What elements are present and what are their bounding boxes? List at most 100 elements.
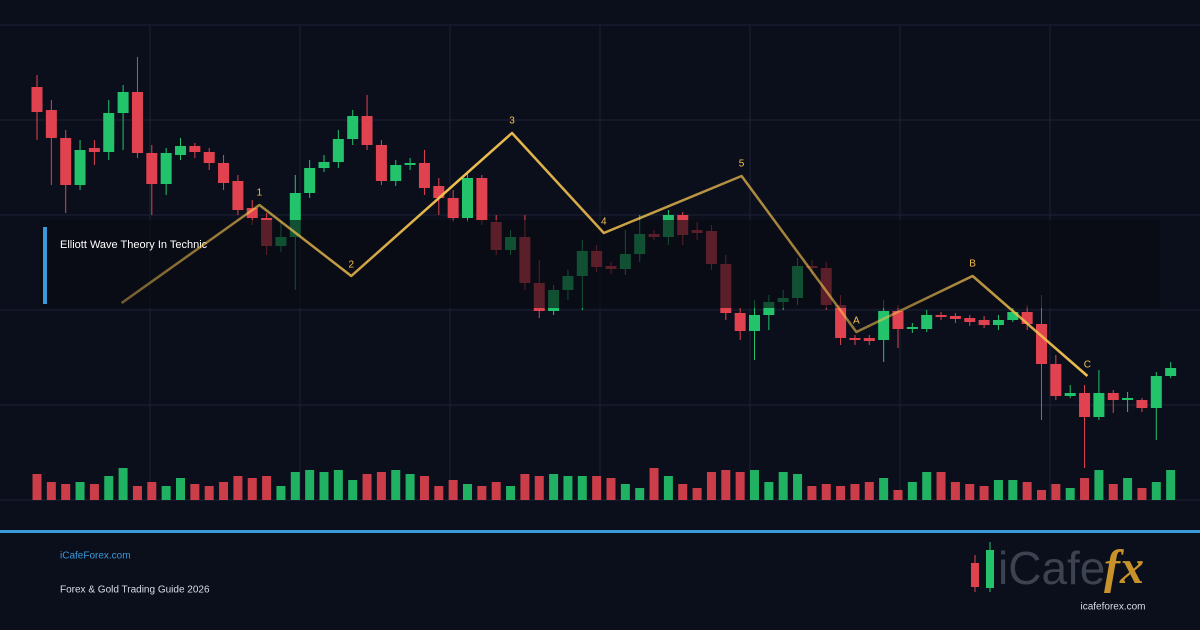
- candle-body: [462, 178, 473, 218]
- volume-bar: [520, 474, 530, 500]
- wave-label: 4: [601, 217, 607, 228]
- volume-bar: [147, 482, 157, 500]
- volume-bar: [950, 482, 960, 500]
- volume-bar: [1123, 478, 1133, 500]
- logo-url: icafeforex.com: [1080, 602, 1145, 613]
- wave-label: A: [853, 316, 860, 327]
- wave-label: 5: [739, 159, 745, 170]
- volume-bar: [663, 476, 673, 500]
- volume-bar: [993, 480, 1003, 500]
- candle-body: [117, 92, 129, 113]
- volume-bar: [61, 484, 71, 500]
- volume-bar: [592, 476, 602, 500]
- volume-bar: [864, 482, 874, 500]
- volume-bar: [319, 472, 329, 500]
- candle-body: [878, 311, 890, 340]
- volume-bar: [678, 484, 688, 500]
- volume-bar: [1065, 488, 1075, 500]
- wave-label: 2: [348, 260, 354, 271]
- candle-body: [1150, 376, 1162, 408]
- candle-body: [74, 150, 86, 185]
- volume-bar: [793, 474, 803, 500]
- volume-bar: [1022, 482, 1032, 500]
- candle-body: [318, 162, 330, 168]
- candle-body: [218, 163, 230, 183]
- volume-bar: [577, 476, 587, 500]
- candle-body: [390, 165, 402, 181]
- candle-body: [246, 208, 258, 218]
- volume-bar: [1137, 488, 1147, 500]
- candle-body: [433, 186, 445, 198]
- candle-body: [1122, 398, 1134, 400]
- candle-body: [1079, 393, 1091, 417]
- candle-body: [175, 146, 186, 155]
- volume-bar: [965, 484, 975, 500]
- wave-label: C: [1084, 360, 1091, 371]
- candle-body: [978, 320, 990, 325]
- volume-bar: [46, 482, 56, 500]
- candle-body: [1064, 393, 1076, 396]
- volume-bar: [907, 482, 917, 500]
- wave-line: [120, 131, 1089, 377]
- wave-overlay: 1 2 3 4 5 A B C: [120, 116, 1091, 377]
- logo-text: iCafe: [998, 542, 1105, 594]
- candle-body: [892, 311, 904, 329]
- volume-bar: [333, 470, 343, 500]
- candle-body: [734, 313, 746, 331]
- footer-site: iCafeForex.com: [60, 551, 131, 562]
- volume-bar: [419, 476, 429, 500]
- volume-bar: [262, 476, 272, 500]
- volume-bar: [190, 484, 200, 500]
- volume-bar: [735, 472, 745, 500]
- candle-body: [304, 168, 316, 193]
- volume-bar: [276, 486, 286, 500]
- volume-bar: [89, 484, 99, 500]
- volume-bar: [606, 478, 616, 500]
- candle-body: [949, 316, 961, 319]
- candle-body: [45, 110, 57, 138]
- volume-bar: [1080, 478, 1090, 500]
- volume-bar: [821, 484, 831, 500]
- volume-bar: [290, 472, 300, 500]
- volume-bar: [1037, 490, 1046, 500]
- candle-body: [476, 178, 488, 220]
- candle-body: [375, 145, 387, 181]
- candle-body: [1021, 312, 1033, 324]
- volume-bar: [506, 486, 516, 500]
- volume-bar: [620, 484, 630, 500]
- volume-bar: [1151, 482, 1161, 500]
- candle-body: [992, 320, 1004, 325]
- logo-fx: fx: [1104, 541, 1144, 594]
- volume-bar: [750, 470, 759, 500]
- volume-bar: [807, 486, 817, 500]
- wave-label: 1: [257, 188, 263, 199]
- candle-body: [447, 198, 459, 218]
- volume-bar: [692, 488, 702, 500]
- candle-body: [763, 302, 775, 315]
- footer-subtitle: Forex & Gold Trading Guide 2026: [60, 585, 210, 596]
- volume-bar: [1094, 470, 1104, 500]
- volume-bar: [448, 480, 458, 500]
- candle-body: [1165, 368, 1177, 376]
- volume-bar: [850, 484, 860, 500]
- candle-body: [1050, 364, 1062, 396]
- volume-bar: [764, 482, 774, 500]
- candle-body: [347, 116, 359, 139]
- volume-bar: [1051, 484, 1061, 500]
- volume-bar: [434, 486, 444, 500]
- candle-body: [232, 181, 244, 210]
- candle-body: [849, 338, 861, 340]
- banner-box: [40, 220, 1160, 308]
- wave-label: 3: [509, 116, 515, 127]
- volume-bar: [219, 482, 229, 500]
- candle-body: [1007, 312, 1019, 320]
- volume-bar: [534, 476, 544, 500]
- candle-body: [31, 87, 43, 112]
- candle-body: [418, 163, 430, 188]
- candle-body: [131, 92, 143, 153]
- volume-bar: [836, 486, 846, 500]
- volume-bar: [491, 482, 501, 500]
- grid: [0, 24, 1200, 501]
- divider: [0, 530, 1200, 533]
